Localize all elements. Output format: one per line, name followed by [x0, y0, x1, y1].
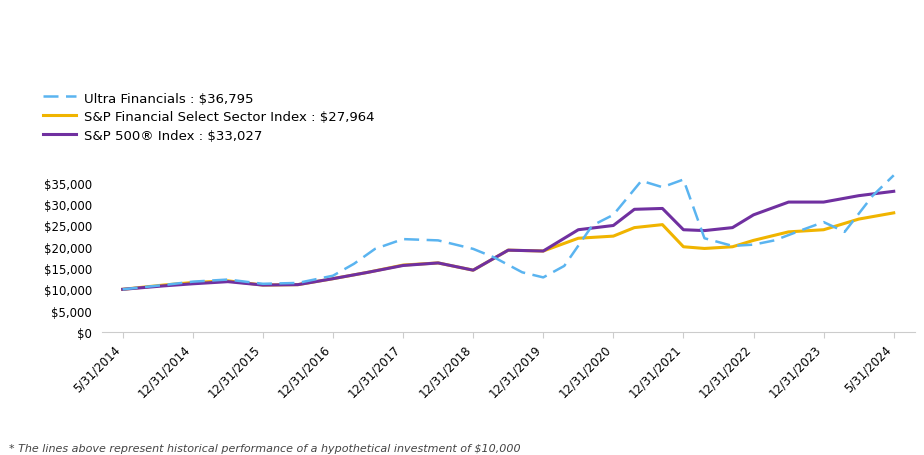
Ultra Financials : $36,795: (5.7, 1.4e+04): $36,795: (5.7, 1.4e+04)	[517, 270, 528, 275]
S&P Financial Select Sector Index : $27,964: (11, 2.8e+04): $27,964: (11, 2.8e+04)	[888, 211, 899, 216]
Ultra Financials : $36,795: (5.3, 1.75e+04): $36,795: (5.3, 1.75e+04)	[489, 255, 500, 261]
S&P 500® Index : $33,027: (10, 3.05e+04): $33,027: (10, 3.05e+04)	[818, 200, 829, 205]
S&P Financial Select Sector Index : $27,964: (6, 1.9e+04): $27,964: (6, 1.9e+04)	[538, 249, 549, 254]
S&P Financial Select Sector Index : $27,964: (10.5, 2.65e+04): $27,964: (10.5, 2.65e+04)	[853, 217, 864, 222]
S&P Financial Select Sector Index : $27,964: (5, 1.45e+04): $27,964: (5, 1.45e+04)	[468, 268, 479, 273]
Ultra Financials : $36,795: (10.7, 3.2e+04): $36,795: (10.7, 3.2e+04)	[867, 193, 878, 199]
Ultra Financials : $36,795: (9, 2.05e+04): $36,795: (9, 2.05e+04)	[748, 243, 760, 248]
S&P Financial Select Sector Index : $27,964: (7.3, 2.45e+04): $27,964: (7.3, 2.45e+04)	[629, 225, 640, 231]
S&P 500® Index : $33,027: (6.5, 2.4e+04): $33,027: (6.5, 2.4e+04)	[573, 228, 584, 233]
S&P 500® Index : $33,027: (7, 2.5e+04): $33,027: (7, 2.5e+04)	[608, 223, 619, 229]
Text: * The lines above represent historical performance of a hypothetical investment : * The lines above represent historical p…	[9, 443, 521, 453]
S&P Financial Select Sector Index : $27,964: (0.58, 1.1e+04): $27,964: (0.58, 1.1e+04)	[158, 283, 169, 288]
S&P Financial Select Sector Index : $27,964: (3.5, 1.4e+04): $27,964: (3.5, 1.4e+04)	[362, 270, 373, 275]
Ultra Financials : $36,795: (4, 2.18e+04): $36,795: (4, 2.18e+04)	[397, 237, 408, 243]
Ultra Financials : $36,795: (4.5, 2.15e+04): $36,795: (4.5, 2.15e+04)	[432, 238, 444, 243]
S&P Financial Select Sector Index : $27,964: (3, 1.25e+04): $27,964: (3, 1.25e+04)	[327, 276, 338, 282]
S&P Financial Select Sector Index : $27,964: (0, 1e+04): $27,964: (0, 1e+04)	[117, 287, 128, 293]
Ultra Financials : $36,795: (6.7, 2.5e+04): $36,795: (6.7, 2.5e+04)	[587, 223, 598, 229]
S&P 500® Index : $33,027: (8.7, 2.45e+04): $33,027: (8.7, 2.45e+04)	[727, 225, 738, 231]
S&P Financial Select Sector Index : $27,964: (5.5, 1.92e+04): $27,964: (5.5, 1.92e+04)	[503, 248, 514, 253]
S&P 500® Index : $33,027: (0, 1e+04): $33,027: (0, 1e+04)	[117, 287, 128, 293]
S&P Financial Select Sector Index : $27,964: (6.5, 2.2e+04): $27,964: (6.5, 2.2e+04)	[573, 236, 584, 242]
S&P Financial Select Sector Index : $27,964: (2, 1.1e+04): $27,964: (2, 1.1e+04)	[257, 283, 268, 288]
S&P Financial Select Sector Index : $27,964: (1, 1.16e+04): $27,964: (1, 1.16e+04)	[188, 280, 199, 286]
Ultra Financials : $36,795: (10, 2.58e+04): $36,795: (10, 2.58e+04)	[818, 220, 829, 225]
S&P 500® Index : $33,027: (10.5, 3.2e+04): $33,027: (10.5, 3.2e+04)	[853, 193, 864, 199]
S&P 500® Index : $33,027: (1, 1.13e+04): $33,027: (1, 1.13e+04)	[188, 282, 199, 287]
Ultra Financials : $36,795: (10.3, 2.35e+04): $36,795: (10.3, 2.35e+04)	[839, 230, 850, 235]
S&P 500® Index : $33,027: (5, 1.45e+04): $33,027: (5, 1.45e+04)	[468, 268, 479, 273]
Ultra Financials : $36,795: (1, 1.18e+04): $36,795: (1, 1.18e+04)	[188, 279, 199, 285]
S&P 500® Index : $33,027: (7.7, 2.9e+04): $33,027: (7.7, 2.9e+04)	[657, 206, 668, 212]
S&P 500® Index : $33,027: (8, 2.4e+04): $33,027: (8, 2.4e+04)	[678, 228, 689, 233]
Ultra Financials : $36,795: (3.6, 1.95e+04): $36,795: (3.6, 1.95e+04)	[370, 247, 381, 252]
S&P 500® Index : $33,027: (4, 1.56e+04): $33,027: (4, 1.56e+04)	[397, 263, 408, 268]
Ultra Financials : $36,795: (7, 2.75e+04): $36,795: (7, 2.75e+04)	[608, 212, 619, 218]
S&P 500® Index : $33,027: (1.5, 1.18e+04): $33,027: (1.5, 1.18e+04)	[223, 279, 234, 285]
S&P 500® Index : $33,027: (8.3, 2.38e+04): $33,027: (8.3, 2.38e+04)	[699, 228, 710, 234]
Legend: Ultra Financials : $36,795, S&P Financial Select Sector Index : $27,964, S&P 500: Ultra Financials : $36,795, S&P Financia…	[43, 92, 374, 142]
Ultra Financials : $36,795: (9.7, 2.4e+04): $36,795: (9.7, 2.4e+04)	[797, 228, 808, 233]
S&P Financial Select Sector Index : $27,964: (8, 2e+04): $27,964: (8, 2e+04)	[678, 244, 689, 250]
Line: Ultra Financials : $36,795: Ultra Financials : $36,795	[123, 176, 894, 290]
S&P Financial Select Sector Index : $27,964: (10, 2.4e+04): $27,964: (10, 2.4e+04)	[818, 228, 829, 233]
Ultra Financials : $36,795: (0.58, 1.1e+04): $36,795: (0.58, 1.1e+04)	[158, 283, 169, 288]
S&P 500® Index : $33,027: (11, 3.3e+04): $33,027: (11, 3.3e+04)	[888, 189, 899, 195]
Ultra Financials : $36,795: (1.5, 1.23e+04): $36,795: (1.5, 1.23e+04)	[223, 277, 234, 283]
S&P 500® Index : $33,027: (9, 2.75e+04): $33,027: (9, 2.75e+04)	[748, 212, 760, 218]
S&P 500® Index : $33,027: (5.5, 1.92e+04): $33,027: (5.5, 1.92e+04)	[503, 248, 514, 253]
Ultra Financials : $36,795: (7.7, 3.4e+04): $36,795: (7.7, 3.4e+04)	[657, 185, 668, 191]
S&P 500® Index : $33,027: (3, 1.25e+04): $33,027: (3, 1.25e+04)	[327, 276, 338, 282]
S&P Financial Select Sector Index : $27,964: (9, 2.15e+04): $27,964: (9, 2.15e+04)	[748, 238, 760, 243]
S&P Financial Select Sector Index : $27,964: (8.7, 2e+04): $27,964: (8.7, 2e+04)	[727, 244, 738, 250]
Ultra Financials : $36,795: (8.7, 2.02e+04): $36,795: (8.7, 2.02e+04)	[727, 243, 738, 249]
Line: S&P Financial Select Sector Index : $27,964: S&P Financial Select Sector Index : $27,…	[123, 213, 894, 290]
S&P Financial Select Sector Index : $27,964: (7.7, 2.52e+04): $27,964: (7.7, 2.52e+04)	[657, 222, 668, 228]
Ultra Financials : $36,795: (6, 1.28e+04): $36,795: (6, 1.28e+04)	[538, 275, 549, 281]
S&P Financial Select Sector Index : $27,964: (7, 2.25e+04): $27,964: (7, 2.25e+04)	[608, 234, 619, 239]
Ultra Financials : $36,795: (5, 1.95e+04): $36,795: (5, 1.95e+04)	[468, 247, 479, 252]
S&P 500® Index : $33,027: (3.5, 1.4e+04): $33,027: (3.5, 1.4e+04)	[362, 270, 373, 275]
Ultra Financials : $36,795: (11, 3.68e+04): $36,795: (11, 3.68e+04)	[888, 173, 899, 179]
Ultra Financials : $36,795: (6.3, 1.55e+04): $36,795: (6.3, 1.55e+04)	[559, 263, 570, 269]
Ultra Financials : $36,795: (7.4, 3.55e+04): $36,795: (7.4, 3.55e+04)	[636, 179, 647, 184]
S&P 500® Index : $33,027: (6, 1.9e+04): $33,027: (6, 1.9e+04)	[538, 249, 549, 254]
S&P Financial Select Sector Index : $27,964: (8.3, 1.96e+04): $27,964: (8.3, 1.96e+04)	[699, 246, 710, 252]
S&P 500® Index : $33,027: (2, 1.1e+04): $33,027: (2, 1.1e+04)	[257, 283, 268, 288]
S&P 500® Index : $33,027: (0.58, 1.08e+04): $33,027: (0.58, 1.08e+04)	[158, 283, 169, 289]
S&P 500® Index : $33,027: (7.3, 2.88e+04): $33,027: (7.3, 2.88e+04)	[629, 207, 640, 212]
Ultra Financials : $36,795: (9.3, 2.15e+04): $36,795: (9.3, 2.15e+04)	[769, 238, 780, 243]
Ultra Financials : $36,795: (0, 1e+04): $36,795: (0, 1e+04)	[117, 287, 128, 293]
S&P Financial Select Sector Index : $27,964: (2.5, 1.11e+04): $27,964: (2.5, 1.11e+04)	[292, 282, 303, 288]
S&P Financial Select Sector Index : $27,964: (4, 1.57e+04): $27,964: (4, 1.57e+04)	[397, 263, 408, 268]
S&P Financial Select Sector Index : $27,964: (4.5, 1.62e+04): $27,964: (4.5, 1.62e+04)	[432, 261, 444, 266]
Ultra Financials : $36,795: (2.5, 1.15e+04): $36,795: (2.5, 1.15e+04)	[292, 281, 303, 286]
S&P 500® Index : $33,027: (9.5, 3.05e+04): $33,027: (9.5, 3.05e+04)	[783, 200, 794, 205]
Ultra Financials : $36,795: (2, 1.13e+04): $36,795: (2, 1.13e+04)	[257, 282, 268, 287]
Ultra Financials : $36,795: (8.3, 2.2e+04): $36,795: (8.3, 2.2e+04)	[699, 236, 710, 242]
Line: S&P 500® Index : $33,027: S&P 500® Index : $33,027	[123, 192, 894, 290]
S&P Financial Select Sector Index : $27,964: (9.5, 2.35e+04): $27,964: (9.5, 2.35e+04)	[783, 230, 794, 235]
Ultra Financials : $36,795: (8, 3.58e+04): $36,795: (8, 3.58e+04)	[678, 177, 689, 183]
S&P Financial Select Sector Index : $27,964: (1.5, 1.2e+04): $27,964: (1.5, 1.2e+04)	[223, 278, 234, 284]
Ultra Financials : $36,795: (3, 1.32e+04): $36,795: (3, 1.32e+04)	[327, 273, 338, 279]
S&P 500® Index : $33,027: (4.5, 1.62e+04): $33,027: (4.5, 1.62e+04)	[432, 261, 444, 266]
Ultra Financials : $36,795: (3.3, 1.6e+04): $36,795: (3.3, 1.6e+04)	[348, 262, 359, 267]
S&P 500® Index : $33,027: (2.5, 1.11e+04): $33,027: (2.5, 1.11e+04)	[292, 282, 303, 288]
